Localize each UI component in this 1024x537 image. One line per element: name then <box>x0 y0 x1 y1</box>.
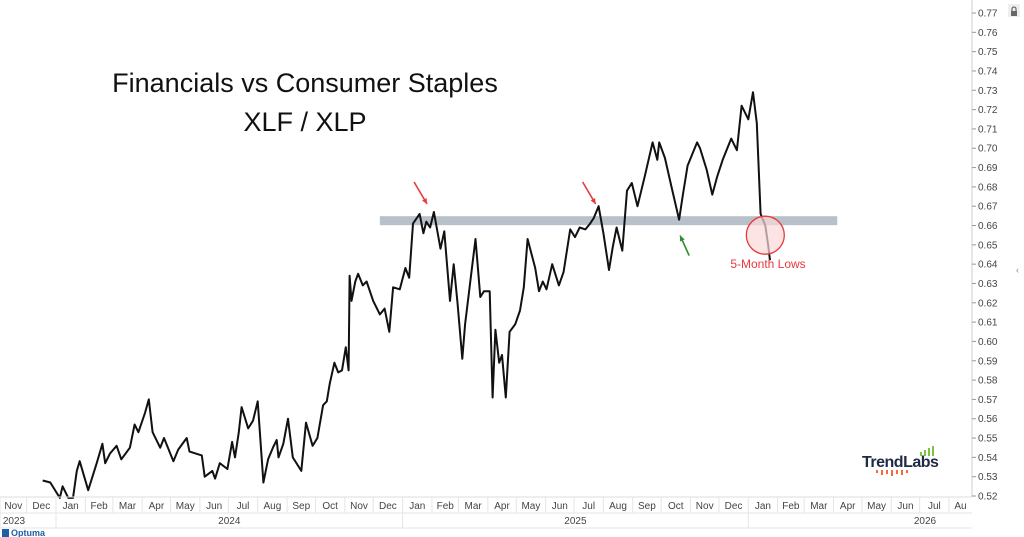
x-month-label: Nov <box>350 501 368 512</box>
chart-title: Financials vs Consumer Staples <box>112 68 498 98</box>
lock-icon[interactable] <box>1008 4 1020 17</box>
x-month-label: Feb <box>90 501 108 512</box>
chevron-left-icon[interactable]: ‹ <box>1016 265 1019 275</box>
x-month-label: Mar <box>119 501 137 512</box>
y-tick-label: 0.63 <box>978 279 998 290</box>
x-month-label: Apr <box>149 501 165 512</box>
x-month-label: Sep <box>638 501 656 512</box>
x-month-label: Feb <box>437 501 455 512</box>
y-tick-label: 0.64 <box>978 260 998 271</box>
red-arrow-icon <box>413 181 428 205</box>
x-month-label: Sep <box>292 501 310 512</box>
svg-text:TrendLabs: TrendLabs <box>862 454 939 471</box>
green-arrow-icon <box>679 235 690 256</box>
x-month-label: Apr <box>494 501 510 512</box>
chart-subtitle: XLF / XLP <box>243 107 366 137</box>
x-month-label: May <box>867 501 886 512</box>
x-month-label: Oct <box>668 501 684 512</box>
y-tick-label: 0.52 <box>978 492 998 503</box>
x-month-label: Jul <box>582 501 595 512</box>
x-year-label: 2026 <box>914 516 937 527</box>
red-arrow-icon <box>581 181 597 205</box>
y-tick-label: 0.74 <box>978 66 998 77</box>
y-tick-label: 0.59 <box>978 356 998 367</box>
y-tick-label: 0.66 <box>978 221 998 232</box>
x-month-label: Dec <box>379 501 397 512</box>
x-year-label: 2025 <box>564 516 587 527</box>
x-month-label: Mar <box>465 501 483 512</box>
y-tick-label: 0.72 <box>978 105 998 116</box>
x-year-label: 2023 <box>3 516 26 527</box>
y-tick-label: 0.68 <box>978 182 998 193</box>
optuma-logo-text: Optuma <box>11 528 46 537</box>
x-month-label: Jul <box>237 501 250 512</box>
y-tick-label: 0.70 <box>978 144 998 155</box>
highlight-circle <box>745 215 785 255</box>
y-tick-label: 0.57 <box>978 395 998 406</box>
x-month-label: Jan <box>63 501 79 512</box>
y-tick-label: 0.75 <box>978 47 998 58</box>
x-month-label: Mar <box>810 501 828 512</box>
x-year-label: 2024 <box>218 516 241 527</box>
y-tick-label: 0.71 <box>978 124 998 135</box>
x-month-label: Jun <box>206 501 222 512</box>
x-month-label: Oct <box>322 501 338 512</box>
x-month-label: Dec <box>725 501 743 512</box>
x-month-label: Jan <box>409 501 425 512</box>
y-tick-label: 0.69 <box>978 163 998 174</box>
x-month-label: Jun <box>897 501 913 512</box>
y-tick-label: 0.56 <box>978 414 998 425</box>
x-month-label: Jul <box>928 501 941 512</box>
x-month-label: Jan <box>755 501 771 512</box>
x-month-label: Aug <box>609 501 627 512</box>
y-tick-label: 0.62 <box>978 298 998 309</box>
x-month-label: Nov <box>4 501 22 512</box>
x-month-label: Jun <box>552 501 568 512</box>
y-tick-label: 0.67 <box>978 202 998 213</box>
y-tick-label: 0.54 <box>978 453 998 464</box>
x-month-label: Nov <box>696 501 714 512</box>
x-month-label: Dec <box>32 501 50 512</box>
x-month-label: Apr <box>840 501 856 512</box>
y-tick-label: 0.73 <box>978 86 998 97</box>
optuma-logo: Optuma <box>2 528 46 537</box>
resistance-band <box>379 216 838 226</box>
y-tick-label: 0.76 <box>978 28 998 39</box>
trendlabs-logo: TrendLabs <box>862 446 940 476</box>
y-tick-label: 0.58 <box>978 376 998 387</box>
y-tick-label: 0.61 <box>978 318 998 329</box>
x-month-label: May <box>521 501 540 512</box>
y-tick-label: 0.65 <box>978 240 998 251</box>
annotation-label: 5-Month Lows <box>730 257 805 271</box>
x-month-label: May <box>176 501 195 512</box>
y-tick-label: 0.53 <box>978 472 998 483</box>
x-month-label: Aug <box>263 501 281 512</box>
series-line <box>42 91 771 499</box>
y-tick-label: 0.77 <box>978 9 998 20</box>
y-tick-label: 0.60 <box>978 337 998 348</box>
y-tick-label: 0.55 <box>978 434 998 445</box>
x-month-label: Feb <box>782 501 800 512</box>
x-month-label: Au <box>954 501 966 512</box>
